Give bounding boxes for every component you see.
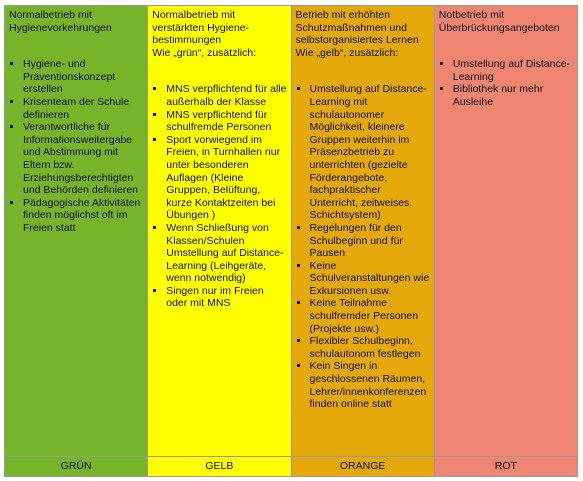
header-text: Wie „grün“, zusätzlich: bbox=[152, 46, 257, 59]
header-text: Wie „gelb“, zusätzlich: bbox=[295, 46, 399, 59]
column-header: Normalbetrieb mit verstärkten Hygiene-be… bbox=[152, 9, 286, 59]
measure-item: Kein Singen in geschlossenen Räumen, Leh… bbox=[310, 360, 430, 410]
measure-item: Keine Teilnahme schulfremder Personen (P… bbox=[310, 297, 430, 335]
header-text: Betrieb mit erhöhten Schutzmaßnahmen und… bbox=[295, 9, 419, 47]
measure-item: Flexibler Schulbeginn, schulautonom fest… bbox=[310, 335, 430, 360]
measure-item: Krisenteam der Schule definieren bbox=[23, 96, 143, 121]
measure-item: Verantwortliche für Informationsweiterga… bbox=[23, 121, 143, 197]
header-text: Normalbetrieb mit verstärkten Hygiene-be… bbox=[152, 9, 250, 47]
measure-item: Keine Schulveranstaltungen wie Exkursion… bbox=[310, 260, 430, 298]
header-text: Notbetrieb mit Überbrückungsangeboten bbox=[438, 9, 560, 34]
phase-label: ORANGE bbox=[291, 456, 434, 476]
measure-list: MNS verpflichtend für alle außerhalb der… bbox=[152, 83, 286, 310]
column-header: Betrieb mit erhöhten Schutzmaßnahmen und… bbox=[296, 9, 430, 59]
measure-list: Hygiene- und Präventionskonzept erstelle… bbox=[9, 58, 143, 234]
column-header: Normalbetrieb mit Hygienevorkehrungen bbox=[9, 9, 143, 34]
column-body: Betrieb mit erhöhten Schutzmaßnahmen und… bbox=[292, 6, 434, 456]
measure-item: Regelungen für den Schulbeginn und für P… bbox=[310, 222, 430, 260]
column: Notbetrieb mit Überbrückungsangeboten Ums… bbox=[434, 6, 577, 476]
measure-item: Hygiene- und Präventionskonzept erstelle… bbox=[23, 58, 143, 96]
phase-label: GELB bbox=[148, 456, 291, 476]
measure-item: Pädagogische Aktivitäten finden möglichs… bbox=[23, 197, 143, 235]
measure-list: Umstellung auf Distance-LearningBiblioth… bbox=[439, 58, 573, 108]
column-body: Notbetrieb mit Überbrückungsangeboten Ums… bbox=[435, 6, 577, 456]
phase-label: GRÜN bbox=[5, 456, 148, 476]
phase-table: Normalbetrieb mit Hygienevorkehrungen Hyg… bbox=[4, 5, 578, 477]
measure-item: Wenn Schließung von Klassen/Schulen Umst… bbox=[166, 222, 286, 285]
column: Normalbetrieb mit verstärkten Hygiene-be… bbox=[148, 6, 292, 476]
phase-label: ROT bbox=[434, 456, 577, 476]
measure-item: MNS verpflichtend für alle außerhalb der… bbox=[166, 83, 286, 108]
measure-item: Singen nur im Freien oder mit MNS bbox=[166, 285, 286, 310]
header-text: Normalbetrieb mit Hygienevorkehrungen bbox=[9, 9, 112, 34]
measure-item: Sport vorwiegend im Freien, in Turnhalle… bbox=[166, 134, 286, 222]
column: Normalbetrieb mit Hygienevorkehrungen Hyg… bbox=[5, 6, 149, 476]
measure-list: Umstellung auf Distance-Learning mit sch… bbox=[296, 83, 430, 410]
column-body: Normalbetrieb mit Hygienevorkehrungen Hyg… bbox=[5, 6, 147, 456]
measure-item: MNS verpflichtend für schulfremde Person… bbox=[166, 109, 286, 134]
column-body: Normalbetrieb mit verstärkten Hygiene-be… bbox=[148, 6, 290, 456]
measure-item: Umstellung auf Distance-Learning bbox=[453, 58, 573, 83]
column-header: Notbetrieb mit Überbrückungsangeboten bbox=[439, 9, 573, 34]
column: Betrieb mit erhöhten Schutzmaßnahmen und… bbox=[291, 6, 435, 476]
measure-item: Umstellung auf Distance-Learning mit sch… bbox=[310, 83, 430, 222]
measure-item: Bibliothek nur mehr Ausleihe bbox=[453, 83, 573, 108]
